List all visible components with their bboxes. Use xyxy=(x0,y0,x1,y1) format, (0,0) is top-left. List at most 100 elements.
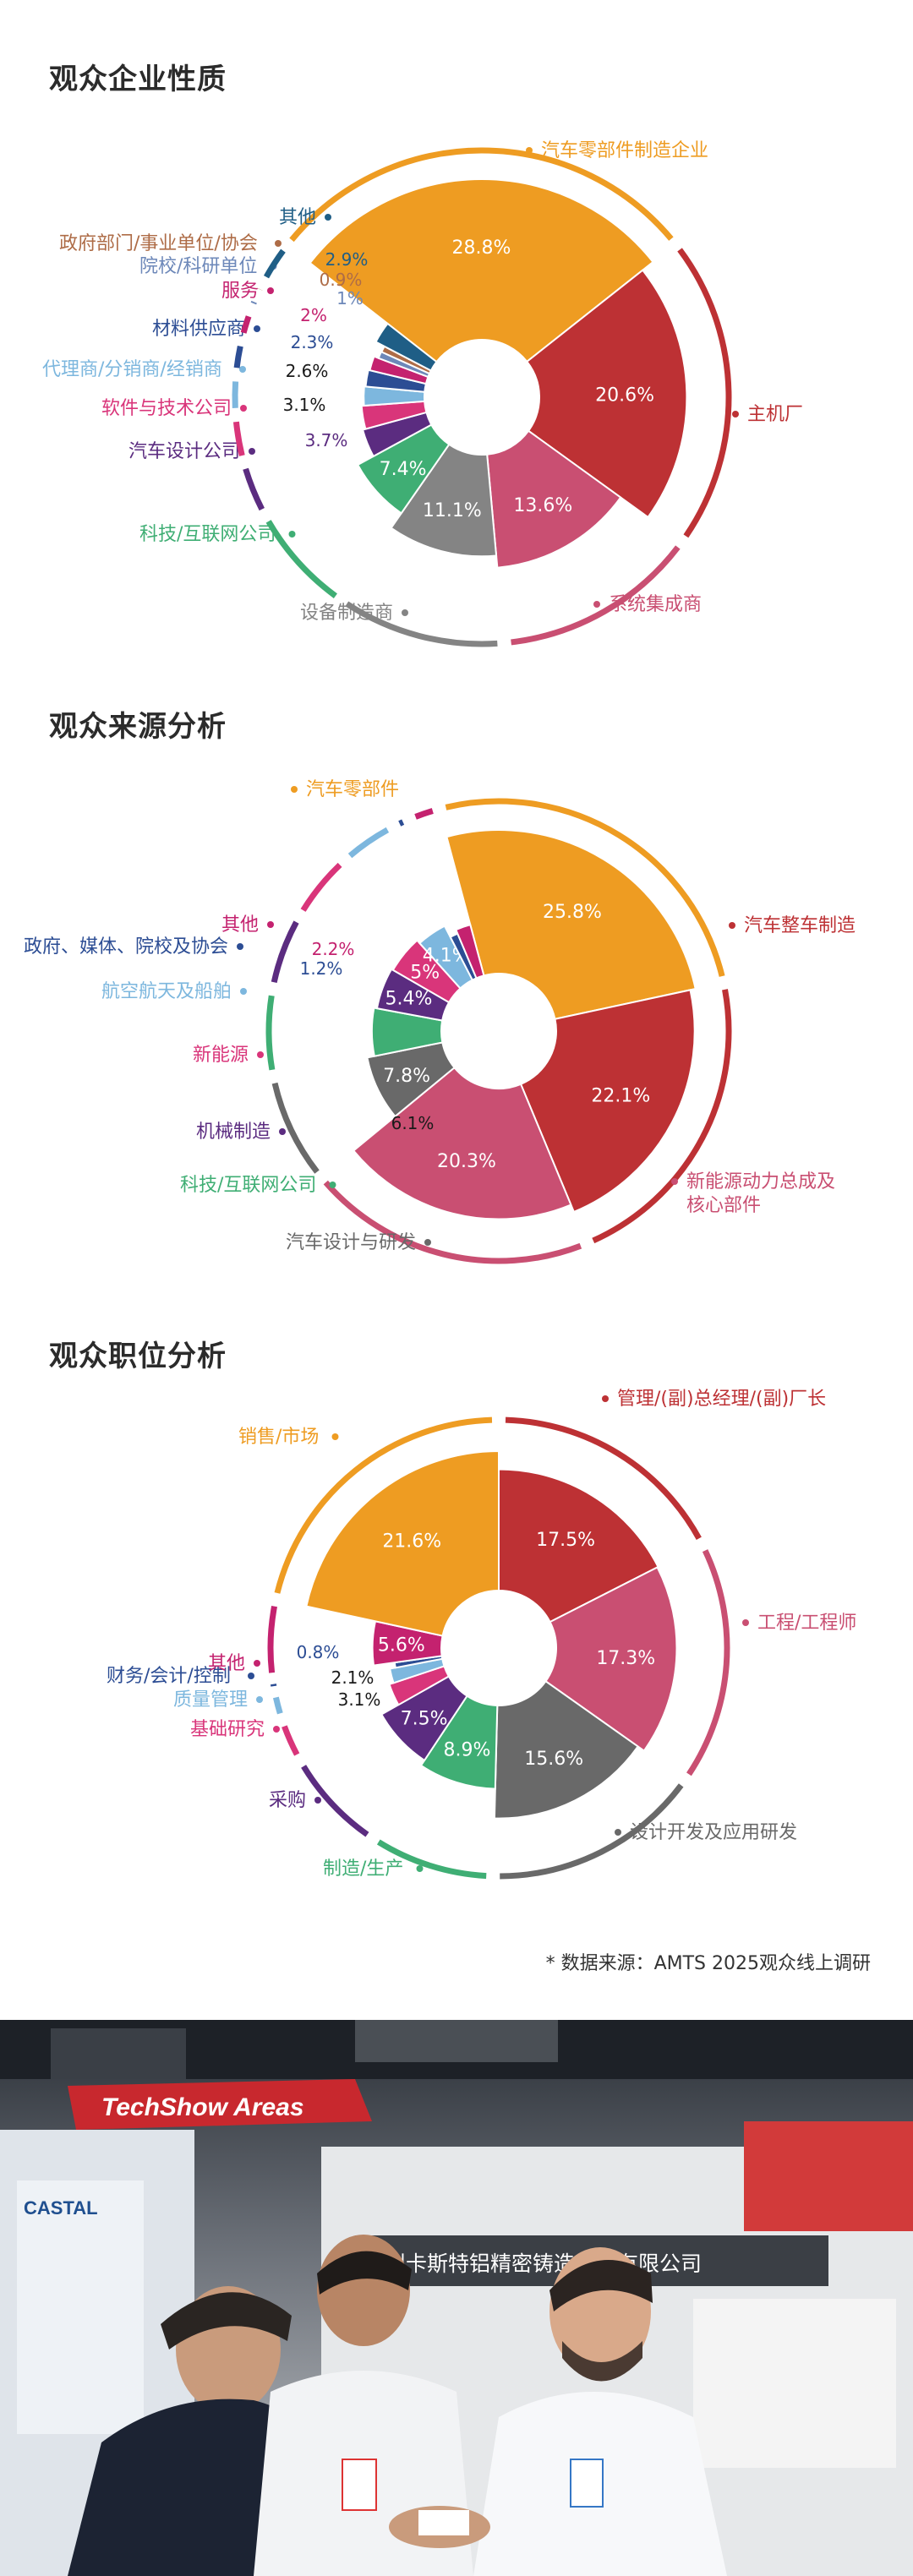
c1-label-text-11: 政府部门/事业单位/协会 xyxy=(59,233,258,254)
c3-pct-7: 0.8% xyxy=(297,1642,340,1662)
c3-ring-6 xyxy=(272,1696,283,1715)
c2-label-dot-8 xyxy=(237,943,243,950)
c1-ring-7 xyxy=(232,381,239,408)
c1-slice-10: 1% xyxy=(250,288,431,379)
c2-pct-9: 2.2% xyxy=(312,939,355,959)
c1-slice-8: 2.3% xyxy=(233,332,428,393)
c3-label-text-4: 采购 xyxy=(269,1790,306,1811)
c2-label-text-3: 汽车设计与研发 xyxy=(286,1232,416,1253)
c2-label-0: 汽车零部件 xyxy=(291,779,399,800)
c2-label-text-4: 科技/互联网公司 xyxy=(180,1175,316,1196)
c2-slice-3: 7.8% xyxy=(271,1041,456,1174)
c3-ring-8 xyxy=(267,1605,277,1673)
c1-slice-3: 11.1% xyxy=(345,443,498,647)
c2-label-1: 汽车整车制造 xyxy=(729,915,856,936)
c1-label-dot-8 xyxy=(254,325,260,332)
c3-ring-0 xyxy=(505,1416,702,1541)
c1-label-7: 代理商/分销商/经销商 xyxy=(42,359,246,380)
c1-label-dot-6 xyxy=(240,405,247,412)
c1-ring-4 xyxy=(265,520,337,598)
c2-ring-8 xyxy=(398,819,405,827)
c3-slice-1: 17.3% xyxy=(544,1549,730,1776)
c3-ring-4 xyxy=(301,1765,369,1837)
c1-label-text-9: 服务 xyxy=(221,281,259,302)
c1-wedge-4 xyxy=(356,423,451,515)
c2-label-5: 机械制造 xyxy=(196,1122,286,1143)
c2-pct-4: 6.1% xyxy=(391,1113,435,1133)
c2-label-dot-1 xyxy=(729,922,735,929)
c3-label-dot-9 xyxy=(331,1433,339,1440)
c2-wedge-9 xyxy=(454,923,485,980)
c3-ring-3 xyxy=(376,1839,487,1880)
c3-pct-8: 5.6% xyxy=(378,1635,425,1656)
c3-pct-3: 8.9% xyxy=(443,1739,490,1760)
c3-slice-2: 15.6% xyxy=(493,1679,684,1880)
c1-label-9: 服务 xyxy=(221,281,274,302)
c1-label-dot-7 xyxy=(239,366,246,373)
c2-slice-1: 22.1% xyxy=(519,989,732,1244)
c3-slice-3: 8.9% xyxy=(376,1695,499,1880)
c2-slice-4: 6.1% xyxy=(265,995,444,1133)
c1-ring-3 xyxy=(345,601,498,647)
c2-label-text-9: 其他 xyxy=(221,914,259,936)
c2-label-dot-4 xyxy=(329,1182,336,1188)
c2-pct-2: 20.3% xyxy=(437,1151,496,1172)
c3-label-text-8: 其他 xyxy=(208,1653,245,1674)
c1-label-dot-9 xyxy=(267,287,274,294)
c1-slice-12: 2.9% xyxy=(263,248,438,372)
c2-label-9: 其他 xyxy=(221,914,274,936)
c3-label-text-9: 销售/市场 xyxy=(238,1427,319,1448)
c2-label-dot-2 xyxy=(671,1178,678,1185)
c2-label-4: 科技/互联网公司 xyxy=(180,1175,336,1196)
c3-slice-6: 2.1% xyxy=(272,1657,446,1715)
c1-label-dot-5 xyxy=(249,448,255,455)
c3-label-dot-5 xyxy=(273,1726,280,1733)
c2-ring-6 xyxy=(300,862,342,912)
c1-pct-8: 2.3% xyxy=(291,332,334,352)
c3-label-dot-2 xyxy=(615,1829,621,1836)
c2-pct-0: 25.8% xyxy=(543,902,602,923)
c3-label-8: 其他 xyxy=(208,1653,260,1674)
c2-slice-5: 5.4% xyxy=(271,920,451,1022)
c1-label-text-3: 设备制造商 xyxy=(300,603,393,624)
c1-label-1: 主机厂 xyxy=(732,404,803,425)
c1-label-dot-0 xyxy=(526,147,533,154)
c2-label-dot-0 xyxy=(291,786,298,793)
c2-label-dot-7 xyxy=(240,988,247,995)
c1-slice-5: 3.7% xyxy=(243,411,433,511)
c2-slice-9: 2.2% xyxy=(312,808,485,980)
data-source-note: * 数据来源：AMTS 2025观众线上调研 xyxy=(545,1953,871,1974)
c3-label-text-3: 制造/生产 xyxy=(323,1858,403,1880)
c3-label-text-6: 质量管理 xyxy=(173,1689,248,1711)
c3-wedge-0 xyxy=(498,1468,659,1624)
c2-ring-4 xyxy=(265,995,276,1071)
c3-label-dot-3 xyxy=(416,1865,424,1872)
c2-wedge-1 xyxy=(519,989,696,1214)
c2-label-dot-6 xyxy=(257,1051,264,1058)
c2-wedge-2 xyxy=(352,1066,572,1220)
c1-label-12: 其他 xyxy=(279,207,331,228)
exhibition-photo: TechShow Areas CASTAL 常州卡斯特铝精密铸造科技有限公司 xyxy=(0,2020,913,2576)
c2-label-text-8: 政府、媒体、院校及协会 xyxy=(24,936,228,958)
c1-label-text-8: 材料供应商 xyxy=(152,319,245,340)
c3-label-text-2: 设计开发及应用研发 xyxy=(630,1822,797,1843)
c3-label-text-0: 管理/(副)总经理/(副)厂长 xyxy=(617,1389,826,1410)
c3-slice-0: 17.5% xyxy=(498,1416,702,1624)
c1-ring-5 xyxy=(243,467,265,511)
c3-pct-0: 17.5% xyxy=(536,1530,595,1551)
c1-wedge-12 xyxy=(374,322,438,372)
c2-label-text-1: 汽车整车制造 xyxy=(744,915,856,936)
c3-pct-1: 17.3% xyxy=(596,1648,655,1669)
c3-wedge-2 xyxy=(493,1679,639,1820)
c2-pct-1: 22.1% xyxy=(591,1086,650,1107)
c3-ring-2 xyxy=(500,1783,684,1880)
c3-pct-2: 15.6% xyxy=(524,1749,583,1770)
c2-label-text-6: 新能源 xyxy=(193,1045,249,1066)
c2-ring-0 xyxy=(445,798,725,977)
c1-label-text-4: 科技/互联网公司 xyxy=(139,524,276,545)
c2-ring-3 xyxy=(271,1082,320,1174)
c3-label-dot-6 xyxy=(256,1696,263,1703)
c2-label-text-2: 新能源动力总成及核心部件 xyxy=(686,1171,835,1216)
c1-wedge-0 xyxy=(309,178,654,363)
c1-slice-0: 28.8% xyxy=(289,147,674,363)
